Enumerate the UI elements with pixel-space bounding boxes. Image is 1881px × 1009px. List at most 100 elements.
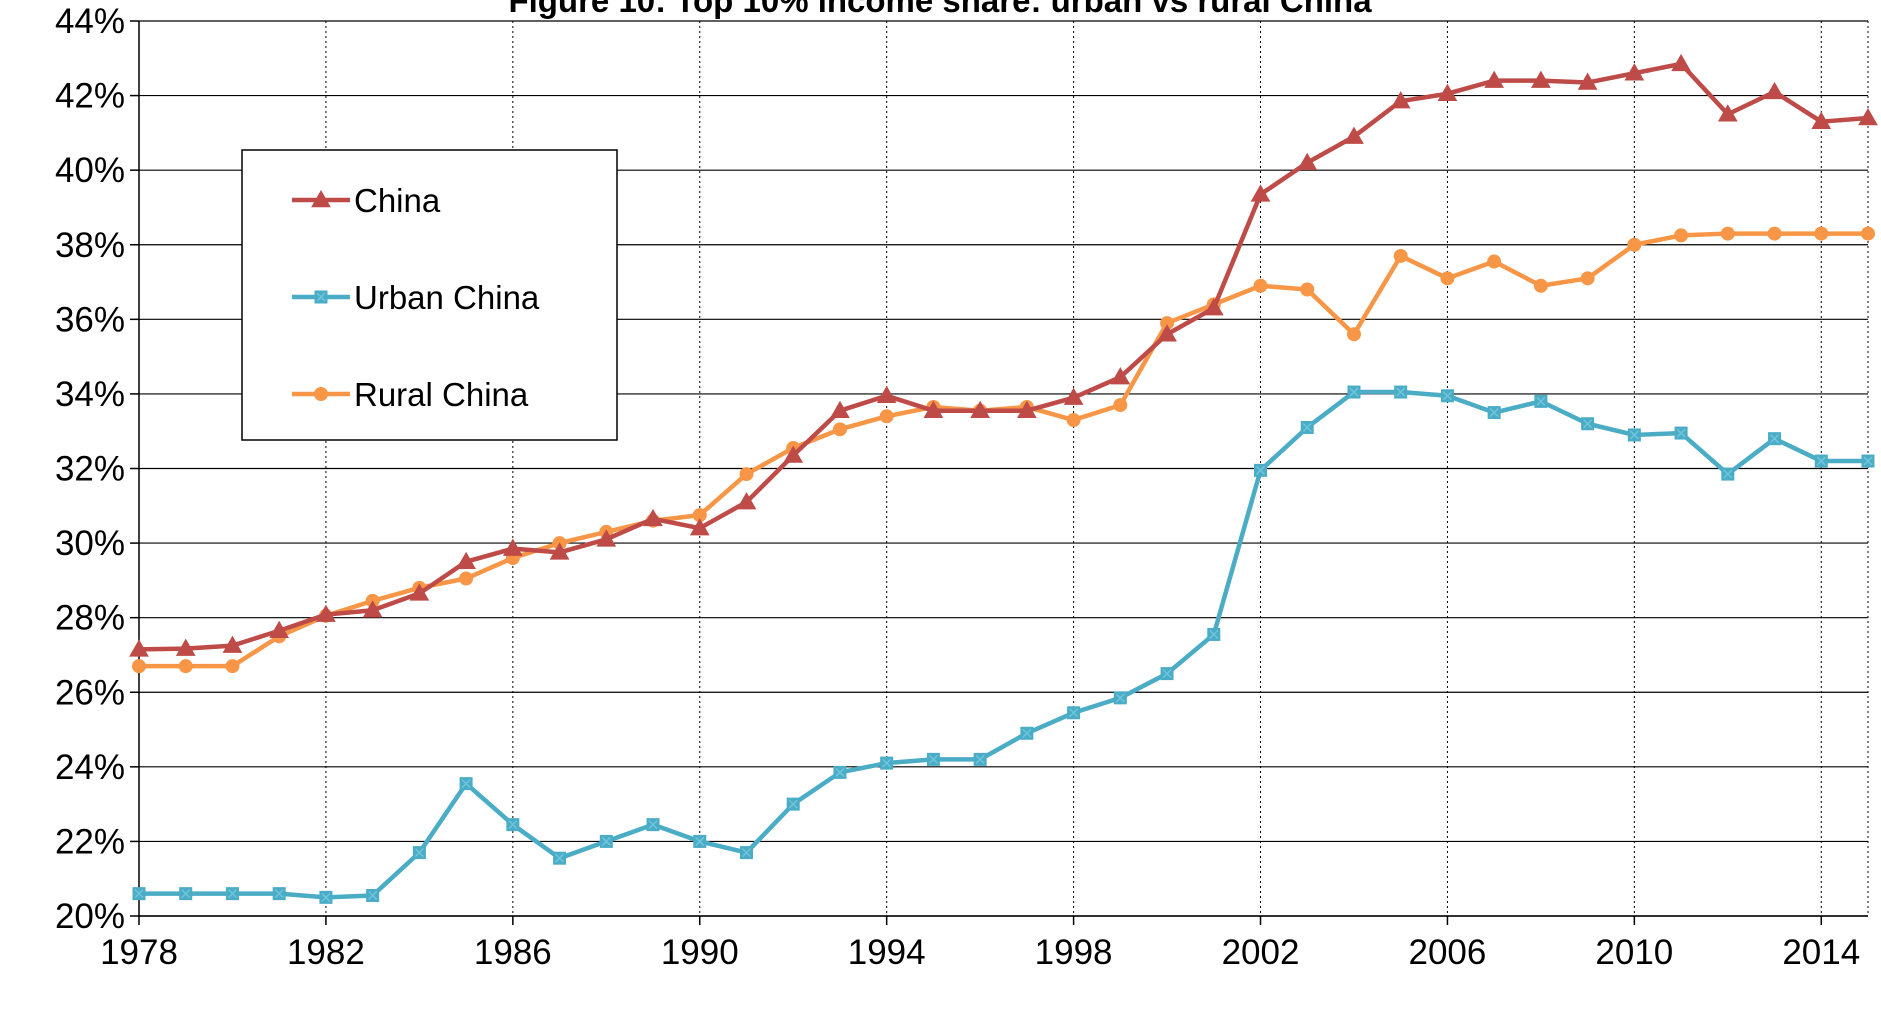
data-point: [1627, 237, 1642, 252]
data-point: [1113, 398, 1128, 413]
marker-cross: [414, 848, 424, 858]
data-point: [129, 639, 149, 657]
data-point: [362, 600, 383, 618]
marker-cross: [227, 889, 237, 899]
marker-cross: [1069, 708, 1079, 718]
data-point: [833, 765, 847, 779]
data-point: [1393, 248, 1408, 263]
data-point: [1814, 226, 1829, 241]
data-point: [1207, 627, 1221, 641]
marker-cross: [1349, 387, 1359, 397]
x-tick-label: 2014: [1782, 933, 1860, 972]
data-point: [506, 818, 520, 832]
data-point: [1347, 385, 1361, 399]
data-point: [1534, 394, 1548, 408]
data-point: [1203, 298, 1224, 316]
x-tick-label: 1998: [1035, 933, 1113, 972]
marker-cross: [1723, 469, 1733, 479]
data-point: [1484, 70, 1505, 88]
data-point: [1674, 426, 1688, 440]
legend-label: Rural China: [354, 376, 529, 413]
marker-cross: [1442, 391, 1452, 401]
y-tick-label: 20%: [55, 897, 125, 936]
data-point: [1720, 226, 1735, 241]
marker-cross: [1209, 629, 1219, 639]
series-china: [129, 53, 1878, 657]
legend-marker: [311, 189, 331, 208]
marker-cross: [1396, 387, 1406, 397]
data-point: [876, 385, 897, 404]
data-point: [1063, 387, 1084, 405]
y-tick-label: 30%: [55, 524, 125, 563]
data-point: [1250, 184, 1271, 202]
data-point: [1624, 63, 1645, 81]
data-point: [1253, 278, 1268, 293]
legend-label: Urban China: [354, 279, 540, 316]
x-tick-label: 2006: [1408, 933, 1486, 972]
x-tick-label: 2002: [1222, 933, 1300, 972]
y-tick-label: 42%: [55, 77, 125, 116]
data-point: [783, 445, 804, 463]
data-point: [412, 846, 426, 860]
series-line: [139, 389, 1868, 900]
data-point: [1300, 282, 1315, 297]
data-point: [459, 571, 474, 586]
marker-cross: [1162, 669, 1172, 679]
data-point: [1580, 271, 1595, 286]
data-point: [1297, 152, 1318, 170]
marker-cross: [1629, 430, 1639, 440]
marker-cross: [1489, 408, 1499, 418]
data-point: [175, 638, 196, 656]
data-point: [1768, 432, 1782, 446]
data-point: [1627, 428, 1641, 442]
y-tick-label: 26%: [55, 673, 125, 712]
data-point: [1390, 91, 1411, 109]
x-tick-label: 1994: [848, 933, 926, 972]
marker-cross: [741, 848, 752, 858]
data-point: [178, 659, 193, 674]
data-point: [1531, 70, 1551, 88]
data-point: [926, 752, 940, 766]
marker-cross: [928, 754, 938, 764]
data-point: [693, 834, 707, 848]
data-point: [502, 538, 523, 556]
marker-cross: [368, 890, 378, 901]
x-tick-label: 1978: [100, 933, 178, 972]
series-line: [138, 61, 1869, 652]
data-point: [1487, 254, 1502, 269]
marker-cross: [648, 820, 658, 830]
data-point: [1440, 271, 1455, 286]
y-tick-label: 40%: [55, 151, 125, 190]
marker-cross: [555, 853, 565, 863]
data-point: [1440, 389, 1454, 403]
x-tick-label: 1986: [474, 933, 552, 972]
data-point: [409, 583, 430, 601]
marker-cross: [695, 836, 705, 846]
data-point: [832, 422, 847, 437]
data-point: [879, 409, 894, 424]
data-point: [1344, 126, 1364, 144]
data-point: [1577, 72, 1598, 90]
data-point: [1811, 111, 1832, 129]
series-layer: [129, 53, 1878, 904]
y-tick-label: 44%: [55, 2, 125, 41]
marker-cross: [1255, 465, 1266, 475]
data-point: [225, 887, 239, 901]
data-point: [132, 887, 146, 901]
data-point: [689, 518, 710, 536]
data-point: [179, 887, 193, 901]
y-tick-label: 38%: [55, 226, 125, 265]
data-point: [1861, 226, 1875, 241]
data-point: [1721, 467, 1735, 481]
chart-title: Figure 10: Top 10% income share: urban v…: [508, 0, 1372, 19]
data-point: [739, 467, 754, 482]
data-point: [599, 834, 613, 848]
data-point: [1254, 463, 1268, 477]
data-point: [786, 797, 800, 811]
data-point: [549, 542, 570, 560]
legend-marker: [314, 387, 328, 401]
x-tick-label: 1990: [661, 933, 739, 972]
data-point: [973, 752, 987, 766]
data-point: [1671, 53, 1691, 72]
data-point: [970, 400, 990, 418]
